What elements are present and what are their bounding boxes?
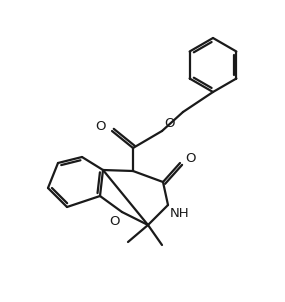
Text: NH: NH [170,207,190,220]
Text: O: O [109,215,120,228]
Text: O: O [164,117,174,130]
Text: O: O [185,152,196,165]
Text: O: O [95,120,105,133]
